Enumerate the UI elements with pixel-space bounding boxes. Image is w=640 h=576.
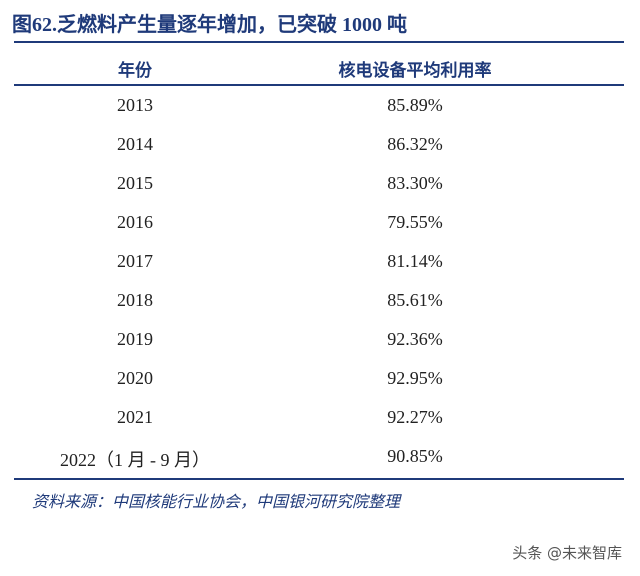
rate-cell: 85.61% [387,290,443,310]
rate-cell: 92.36% [387,329,443,349]
rate-cell: 85.89% [387,95,443,115]
year-cell: 2013 [117,95,153,115]
source: 资料来源：中国核能行业协会，中国银河研究院整理 [32,494,401,511]
column-header: 年份 [118,61,152,80]
year-cell: 2018 [117,290,153,310]
rate-cell: 92.95% [387,368,443,388]
year-cell: 2016 [117,212,153,232]
rate-cell: 81.14% [387,251,443,271]
column-header: 核电设备平均利用率 [338,61,492,80]
rate-cell: 86.32% [387,134,443,154]
rate-cell: 92.27% [387,407,443,427]
title: 图62.乏燃料产生量逐年增加，已突破 1000 吨 [12,14,407,36]
year-cell: 2014 [117,134,153,154]
header-rule [14,84,624,86]
year-cell: 2019 [117,329,153,349]
year-cell: 2015 [117,173,153,193]
year-cell: 2020 [117,368,153,388]
year-cell: 2017 [117,251,153,271]
year-cell: 2022（1 月 - 9 月） [60,450,210,470]
year-cell: 2021 [117,407,153,427]
title-rule [14,41,624,43]
bottom-rule [14,478,624,480]
rate-cell: 83.30% [387,173,443,193]
rate-cell: 90.85% [387,446,443,466]
rate-cell: 79.55% [387,212,443,232]
watermark: 头条 @未来智库 [512,544,622,562]
